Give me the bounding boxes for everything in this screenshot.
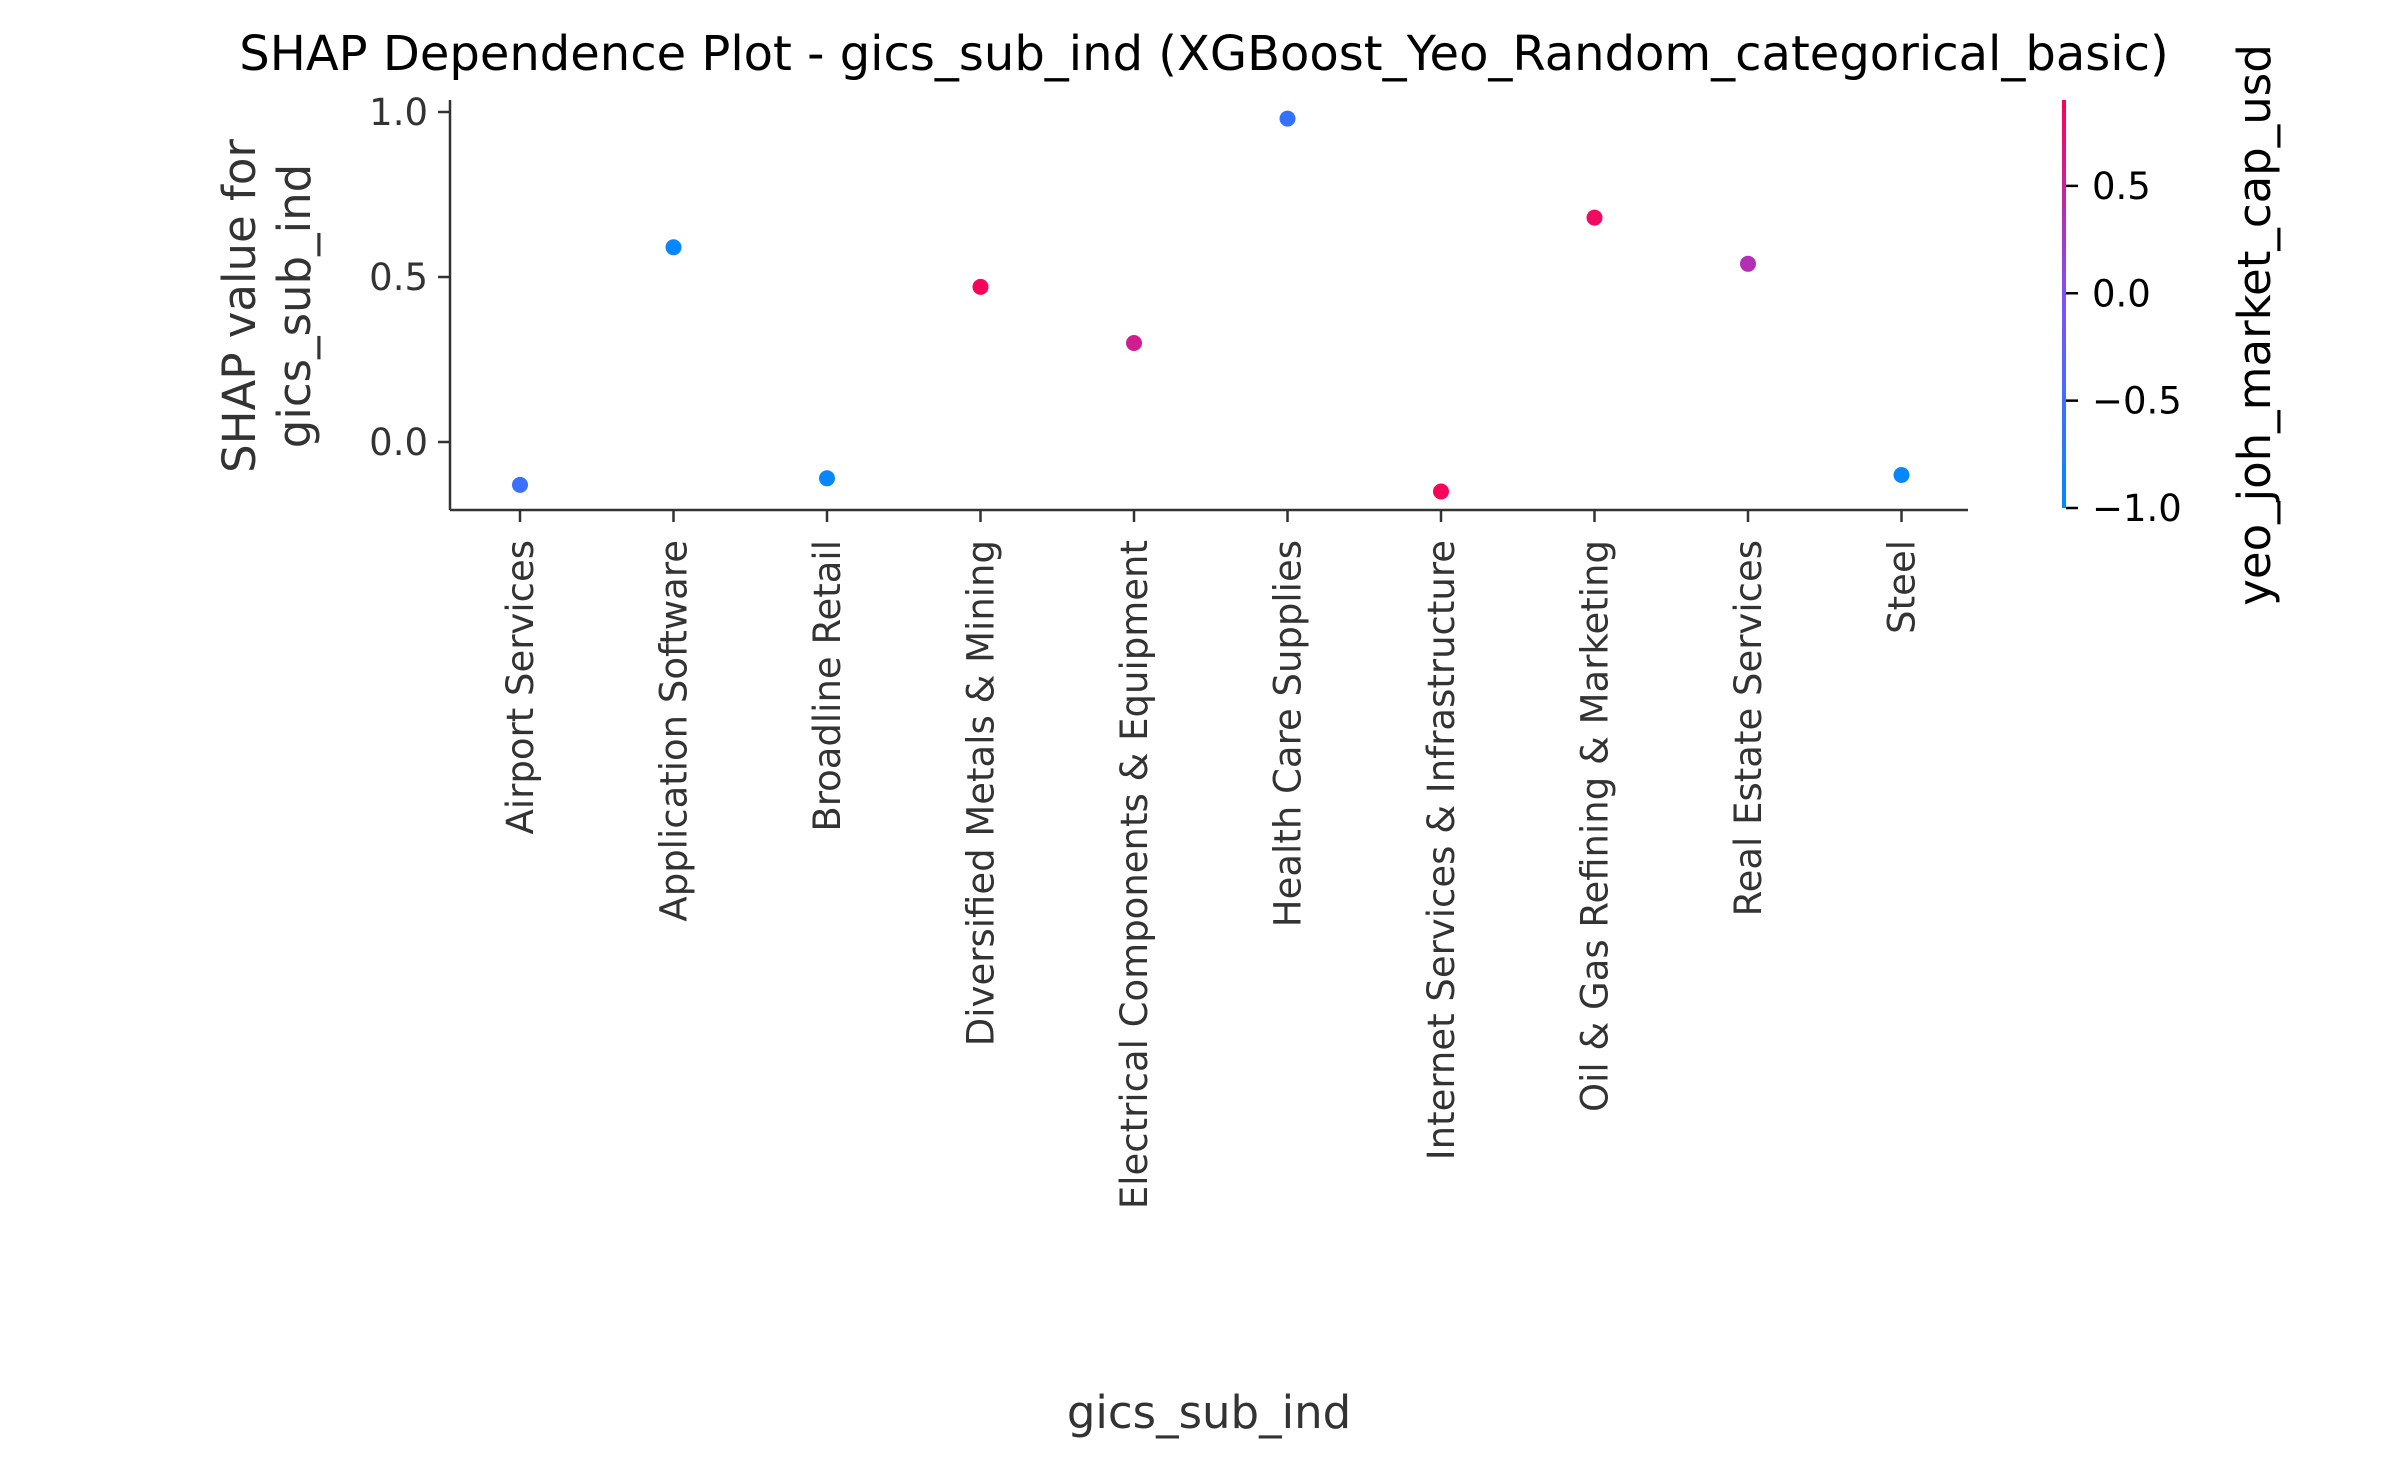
- data-point: [1740, 255, 1756, 272]
- x-axis-title: gics_sub_ind: [1067, 1386, 1351, 1439]
- x-ticks: Airport Services Application Software Broa…: [499, 510, 1924, 1209]
- x-tick-label: Oil & Gas Refining & Marketing: [1574, 540, 1617, 1112]
- data-point: [1126, 335, 1142, 351]
- y-axis-title-line: gics_sub_ind: [268, 164, 321, 448]
- x-tick-label: Health Care Supplies: [1267, 540, 1310, 927]
- colorbar: [2062, 100, 2066, 508]
- data-point: [819, 470, 835, 487]
- x-tick-label: Broadline Retail: [806, 540, 849, 832]
- y-tick-label: 0.0: [369, 421, 428, 464]
- y-ticks: 0.0 0.5 1.0: [369, 91, 450, 464]
- x-tick-label: Airport Services: [499, 540, 542, 834]
- x-tick-label: Electrical Components & Equipment: [1113, 540, 1156, 1209]
- y-axis-title-line: SHAP value for: [213, 139, 266, 473]
- x-tick-label: Steel: [1881, 540, 1924, 634]
- data-point: [1586, 209, 1603, 226]
- chart-title: SHAP Dependence Plot - gics_sub_ind (XGB…: [239, 26, 2168, 82]
- colorbar-tick-label: 0.0: [2092, 272, 2151, 315]
- colorbar-title: yeo_joh_market_cap_usd: [2228, 44, 2281, 606]
- data-point: [1893, 467, 1910, 483]
- colorbar-tick-label: −1.0: [2092, 487, 2182, 530]
- data-points: [512, 110, 1910, 500]
- data-point: [1433, 483, 1449, 500]
- data-point: [512, 476, 528, 493]
- y-tick-label: 1.0: [369, 91, 428, 134]
- data-point: [1279, 110, 1296, 127]
- data-point: [972, 278, 989, 295]
- colorbar-tick-label: −0.5: [2092, 380, 2182, 423]
- colorbar-ticks: 0.5 0.0 −0.5 −1.0: [2066, 165, 2182, 530]
- x-tick-label: Internet Services & Infrastructure: [1420, 540, 1463, 1160]
- x-tick-label: Application Software: [653, 540, 696, 922]
- data-point: [665, 239, 682, 256]
- colorbar-tick-label: 0.5: [2092, 165, 2151, 208]
- y-tick-label: 0.5: [369, 256, 428, 299]
- x-tick-label: Diversified Metals & Mining: [960, 540, 1003, 1046]
- x-tick-label: Real Estate Services: [1727, 540, 1770, 916]
- y-axis-title: SHAP value for gics_sub_ind: [213, 139, 321, 473]
